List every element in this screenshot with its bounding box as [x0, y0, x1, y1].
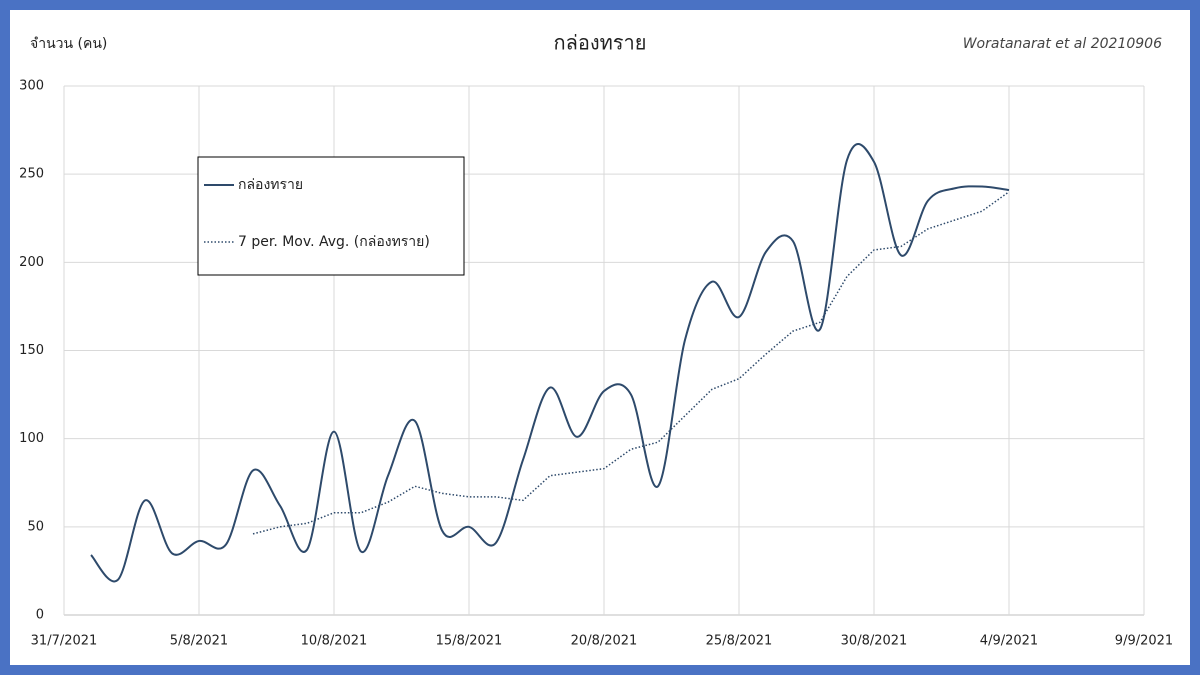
x-tick-label: 31/7/2021 [31, 634, 98, 649]
annotation: Woratanarat et al 20210906 [963, 36, 1162, 52]
x-tick-label: 4/9/2021 [980, 634, 1038, 649]
legend: กล่องทราย 7 per. Mov. Avg. (กล่องทราย) [197, 156, 465, 276]
series-line [252, 191, 1010, 535]
x-tick-label: 10/8/2021 [301, 634, 368, 649]
lines [90, 143, 1010, 583]
x-tick-label: 9/9/2021 [1115, 634, 1173, 649]
legend-label: กล่องทราย [238, 177, 303, 193]
y-tick-label: 250 [19, 167, 44, 182]
y-axis-label: จำนวน (คน) [30, 36, 107, 52]
x-tick-label: 30/8/2021 [841, 634, 908, 649]
x-tick-label: 15/8/2021 [436, 634, 503, 649]
legend-label: 7 per. Mov. Avg. (กล่องทราย) [238, 234, 430, 250]
legend-box [197, 156, 465, 276]
x-tick-label: 5/8/2021 [170, 634, 228, 649]
y-tick-label: 0 [36, 608, 44, 623]
x-tick-label: 25/8/2021 [706, 634, 773, 649]
y-tick-label: 100 [19, 431, 44, 446]
series-line [90, 143, 1010, 583]
y-tick-label: 200 [19, 255, 44, 270]
chart-title: กล่องทราย [553, 31, 646, 55]
x-tick-label: 20/8/2021 [571, 634, 638, 649]
y-tick-label: 50 [27, 519, 44, 534]
y-tick-label: 150 [19, 343, 44, 358]
y-tick-label: 300 [19, 79, 44, 94]
plot-background [10, 10, 1190, 665]
